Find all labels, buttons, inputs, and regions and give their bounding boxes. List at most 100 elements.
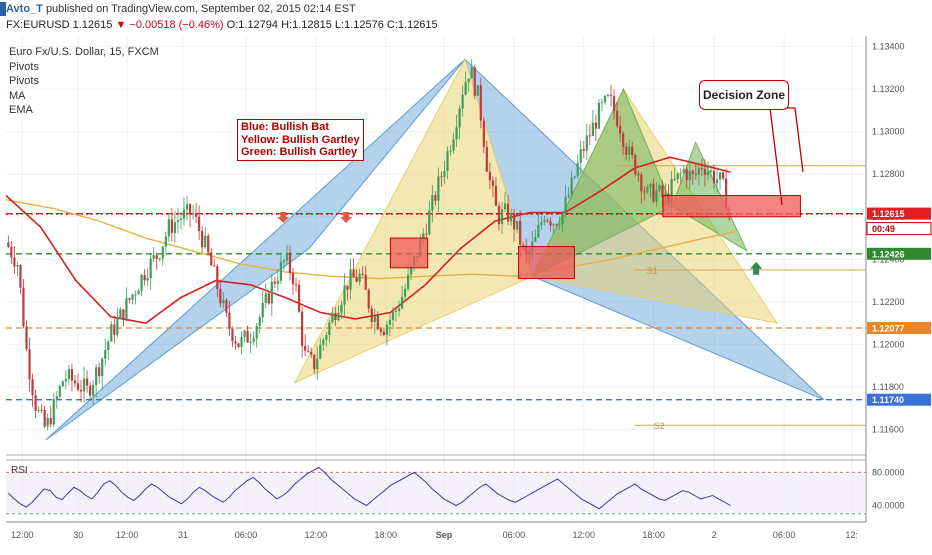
timer-badge-bg [866,222,932,236]
ema-line [5,199,736,280]
candle-body [661,185,664,198]
timer-label: 00:49 [872,224,895,234]
candle-body [382,331,385,336]
candle-body [658,185,661,191]
candle-body [706,171,710,175]
candle-body [237,343,240,348]
candle-body [82,378,86,392]
legend-item[interactable]: Pivots [9,75,39,87]
candle-body [443,171,446,177]
price-tick-label: 1.11600 [872,424,904,434]
annotation-line: Green: Bullish Gartley [241,146,358,158]
candle-body [7,242,10,247]
candle-body [452,139,455,151]
candle-body [634,155,637,175]
price-tick-label: 1.11800 [872,382,904,392]
badge-bg [867,207,931,220]
symbol-name[interactable]: FX:EURUSD [6,19,70,31]
candle-body [488,171,491,181]
time-tick-label: 06:00 [235,530,258,540]
candle-body [240,336,243,348]
pattern-leg [531,87,673,278]
candle-body [407,274,410,289]
candle-body [721,172,725,179]
candle-body [497,205,501,225]
time-tick-label: 12:00 [305,530,328,540]
time-tick-label: 12:00 [116,530,139,540]
badge-label: 1.12426 [872,249,905,259]
candle-body [276,280,279,284]
candle-body [437,176,440,201]
candle-body [279,261,283,281]
candle-body [622,133,625,147]
badge-label: 1.12615 [872,209,905,219]
candle-body [600,102,604,104]
candle-body [364,274,367,290]
candle-body [509,212,513,222]
candle-body [640,174,643,192]
candle-body [479,85,482,121]
candle-body [70,369,74,381]
candle-body [467,78,470,83]
candle-body [670,179,673,203]
candle-body [712,170,716,184]
candle-body [612,96,616,112]
candle-body [313,354,316,370]
candle-body [76,383,80,390]
candle-body [22,287,25,327]
legend-title[interactable]: Euro Fx/U.S. Dollar, 15, FXCM [9,46,159,58]
badge-bg [867,393,931,406]
candle-body [46,417,49,427]
candle-body [685,168,688,181]
candle-body [331,313,334,323]
candle-body [225,299,228,313]
candle-body [285,252,289,261]
candle-body [155,255,158,259]
rsi-tick-label: 40.0000 [872,500,905,510]
candle-body [134,294,137,296]
candle-body [676,173,679,179]
sell-arrow-icon [340,212,353,224]
price-level-badge: 1.12426 [867,247,931,260]
candle-body [173,222,177,233]
candle-body [358,273,361,282]
candle-body [564,196,567,213]
candle-body [355,277,358,282]
candle-body [609,95,613,97]
candle-body [506,203,510,222]
candle-body [28,349,31,380]
candle-body [310,351,313,355]
time-tick-label: Sep [436,530,453,540]
author-name[interactable]: Avto_T [6,3,43,15]
legend-item[interactable]: EMA [9,104,33,116]
badge-bg [867,247,931,260]
candle-body [476,85,479,96]
indicator-legend: Euro Fx/U.S. Dollar, 15, FXCM Pivots Piv… [9,45,159,118]
candle-body [582,149,585,151]
candle-body [482,120,485,147]
pivot-label: S2 [654,421,665,431]
rsi-title: RSI [11,465,28,476]
candle-body [216,266,219,289]
candle-body [615,111,619,126]
candle-body [231,328,234,342]
candle-body [204,235,207,248]
annotation-line: Blue: Bullish Bat [241,121,330,133]
candle-body [52,398,55,425]
candle-body [440,176,443,178]
candle-body [188,204,192,215]
sell-arrow-icon [277,212,290,224]
legend-item[interactable]: MA [9,89,26,102]
candle-body [137,290,140,295]
candle-body [403,288,407,297]
price-tick-label: 1.12000 [872,339,905,349]
candle-body [500,209,504,225]
badge-label: 1.12077 [872,324,905,334]
time-tick-label: 12: [845,530,858,540]
candle-body [655,190,658,202]
candle-body [718,172,722,180]
legend-item[interactable]: Pivots [9,60,39,73]
candle-body [316,358,319,370]
candle-body [637,174,640,176]
candle-body [95,367,98,386]
